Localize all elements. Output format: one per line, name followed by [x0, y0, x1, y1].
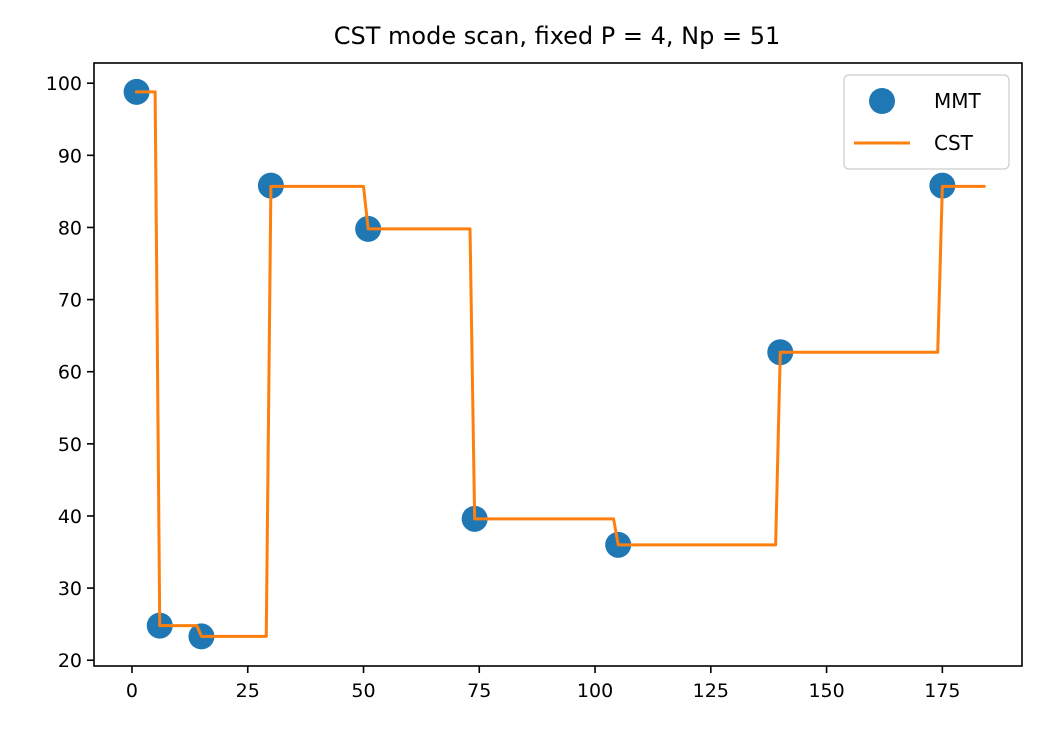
y-tick-label: 90 — [58, 145, 82, 167]
y-tick-label: 80 — [58, 217, 82, 239]
cst-series-line — [135, 90, 986, 638]
x-tick-label: 0 — [126, 680, 138, 702]
chart-title: CST mode scan, fixed P = 4, Np = 51 — [334, 22, 781, 50]
x-tick-label: 175 — [924, 680, 960, 702]
x-tick-label: 150 — [808, 680, 844, 702]
axis-ticks-layer: 0 25 50 75 100 125 150 175 20 30 40 50 60 70 80 90 100 — [46, 73, 961, 702]
x-tick-label: 75 — [467, 680, 491, 702]
legend-marker-mmt — [869, 88, 895, 114]
y-tick-label: 40 — [58, 506, 82, 528]
x-tick-label: 100 — [577, 680, 613, 702]
x-tick-label: 25 — [236, 680, 260, 702]
x-tick-label: 125 — [693, 680, 729, 702]
legend-label-mmt: MMT — [934, 89, 982, 113]
x-tick-label: 50 — [351, 680, 375, 702]
y-tick-label: 50 — [58, 434, 82, 456]
plot-frame — [93, 62, 1023, 667]
y-tick-label: 70 — [58, 290, 82, 312]
y-tick-label: 20 — [58, 650, 82, 672]
y-tick-label: 30 — [58, 578, 82, 600]
y-tick-label: 60 — [58, 362, 82, 384]
series-layer — [123, 78, 986, 650]
legend-label-cst: CST — [934, 131, 974, 155]
legend: MMT CST — [843, 74, 1010, 170]
y-tick-label: 100 — [46, 73, 82, 95]
legend-box — [843, 74, 1010, 170]
